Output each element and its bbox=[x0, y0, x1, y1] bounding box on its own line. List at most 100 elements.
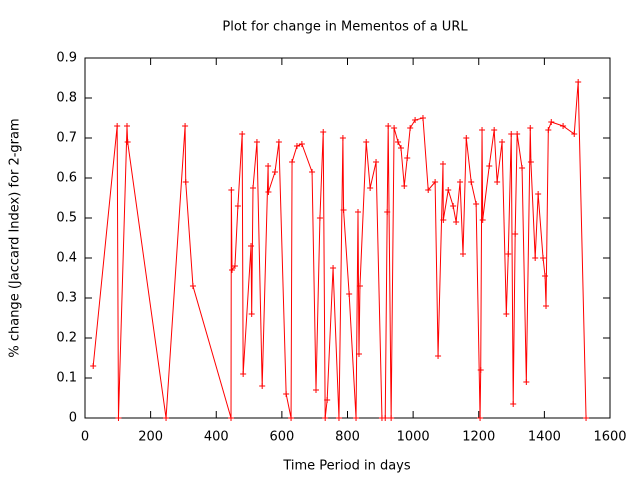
point-marker bbox=[523, 379, 530, 385]
point-marker bbox=[248, 311, 255, 317]
point-marker bbox=[535, 191, 542, 197]
point-marker bbox=[419, 115, 426, 121]
point-marker bbox=[540, 255, 547, 261]
point-marker bbox=[527, 125, 534, 131]
point-marker bbox=[283, 391, 290, 397]
x-tick-label: 400 bbox=[204, 430, 229, 445]
point-marker bbox=[445, 187, 452, 193]
point-marker bbox=[503, 311, 510, 317]
point-marker bbox=[453, 219, 460, 225]
point-marker bbox=[468, 179, 475, 185]
y-tick-label: 0.8 bbox=[56, 91, 77, 106]
y-tick-label: 0.6 bbox=[56, 171, 77, 186]
point-marker bbox=[407, 125, 414, 131]
point-marker bbox=[339, 135, 346, 141]
point-marker bbox=[477, 367, 484, 373]
point-marker bbox=[309, 169, 316, 175]
point-marker bbox=[324, 397, 331, 403]
y-tick-label: 0.3 bbox=[56, 291, 77, 306]
point-marker bbox=[519, 165, 526, 171]
y-tick-label: 0.5 bbox=[56, 211, 77, 226]
point-marker bbox=[491, 127, 498, 133]
point-marker bbox=[355, 351, 362, 357]
point-marker bbox=[253, 139, 260, 145]
point-marker bbox=[228, 415, 235, 421]
point-marker bbox=[182, 123, 189, 129]
point-marker bbox=[239, 131, 246, 137]
point-marker bbox=[477, 415, 484, 421]
x-tick-label: 1600 bbox=[593, 430, 626, 445]
point-marker bbox=[457, 179, 464, 185]
point-marker bbox=[340, 207, 347, 213]
x-tick-label: 1400 bbox=[528, 430, 561, 445]
y-tick-label: 0.2 bbox=[56, 331, 77, 346]
point-marker bbox=[435, 353, 442, 359]
chart-title: Plot for change in Mementos of a URL bbox=[222, 20, 468, 35]
point-marker bbox=[439, 161, 446, 167]
point-marker bbox=[229, 267, 235, 273]
point-marker bbox=[316, 215, 323, 221]
point-marker bbox=[234, 203, 241, 209]
x-tick-label: 0 bbox=[81, 430, 89, 445]
point-marker bbox=[313, 387, 319, 393]
point-marker bbox=[271, 169, 278, 175]
point-marker bbox=[494, 179, 501, 185]
point-marker bbox=[367, 185, 374, 191]
point-marker bbox=[330, 265, 337, 271]
point-marker bbox=[560, 123, 567, 129]
point-marker bbox=[395, 139, 402, 145]
point-marker bbox=[90, 363, 97, 369]
point-marker bbox=[363, 139, 370, 145]
point-marker bbox=[460, 251, 466, 257]
point-marker bbox=[115, 415, 122, 421]
point-marker bbox=[346, 291, 353, 297]
y-tick-label: 0.9 bbox=[56, 51, 77, 66]
point-marker bbox=[298, 141, 305, 147]
point-marker bbox=[189, 283, 196, 289]
point-marker bbox=[532, 255, 539, 261]
point-marker bbox=[275, 139, 282, 145]
point-marker bbox=[508, 131, 515, 137]
point-marker bbox=[463, 135, 470, 141]
y-tick-label: 0.7 bbox=[56, 131, 77, 146]
point-marker bbox=[505, 251, 512, 257]
point-marker bbox=[571, 131, 578, 137]
point-marker bbox=[473, 201, 480, 207]
point-marker bbox=[384, 209, 391, 215]
point-marker bbox=[432, 179, 439, 185]
point-marker bbox=[450, 203, 457, 209]
point-marker bbox=[289, 159, 296, 165]
point-marker bbox=[356, 283, 363, 289]
point-marker bbox=[527, 159, 534, 165]
point-marker bbox=[382, 415, 389, 421]
point-marker bbox=[322, 415, 329, 421]
point-marker bbox=[486, 163, 493, 169]
point-marker bbox=[440, 217, 447, 223]
point-marker bbox=[388, 415, 395, 421]
point-marker bbox=[385, 123, 392, 129]
point-marker bbox=[545, 127, 552, 133]
point-marker bbox=[412, 117, 419, 123]
point-marker bbox=[391, 125, 398, 131]
point-marker bbox=[265, 163, 272, 169]
point-marker bbox=[335, 415, 342, 421]
point-marker bbox=[512, 231, 519, 237]
x-tick-label: 1000 bbox=[397, 430, 430, 445]
x-tick-label: 200 bbox=[138, 430, 163, 445]
point-marker bbox=[250, 185, 256, 191]
point-marker bbox=[397, 145, 404, 151]
point-marker bbox=[265, 189, 272, 195]
point-marker bbox=[575, 79, 582, 85]
point-marker bbox=[163, 415, 170, 421]
point-marker bbox=[240, 371, 247, 377]
point-marker bbox=[259, 383, 266, 389]
point-marker bbox=[355, 209, 361, 215]
point-marker bbox=[293, 143, 300, 149]
point-marker bbox=[514, 131, 521, 137]
x-tick-label: 600 bbox=[269, 430, 294, 445]
point-marker bbox=[404, 155, 411, 161]
point-marker bbox=[248, 243, 255, 249]
y-tick-label: 0 bbox=[69, 411, 77, 426]
x-axis-label: Time Period in days bbox=[282, 459, 411, 474]
